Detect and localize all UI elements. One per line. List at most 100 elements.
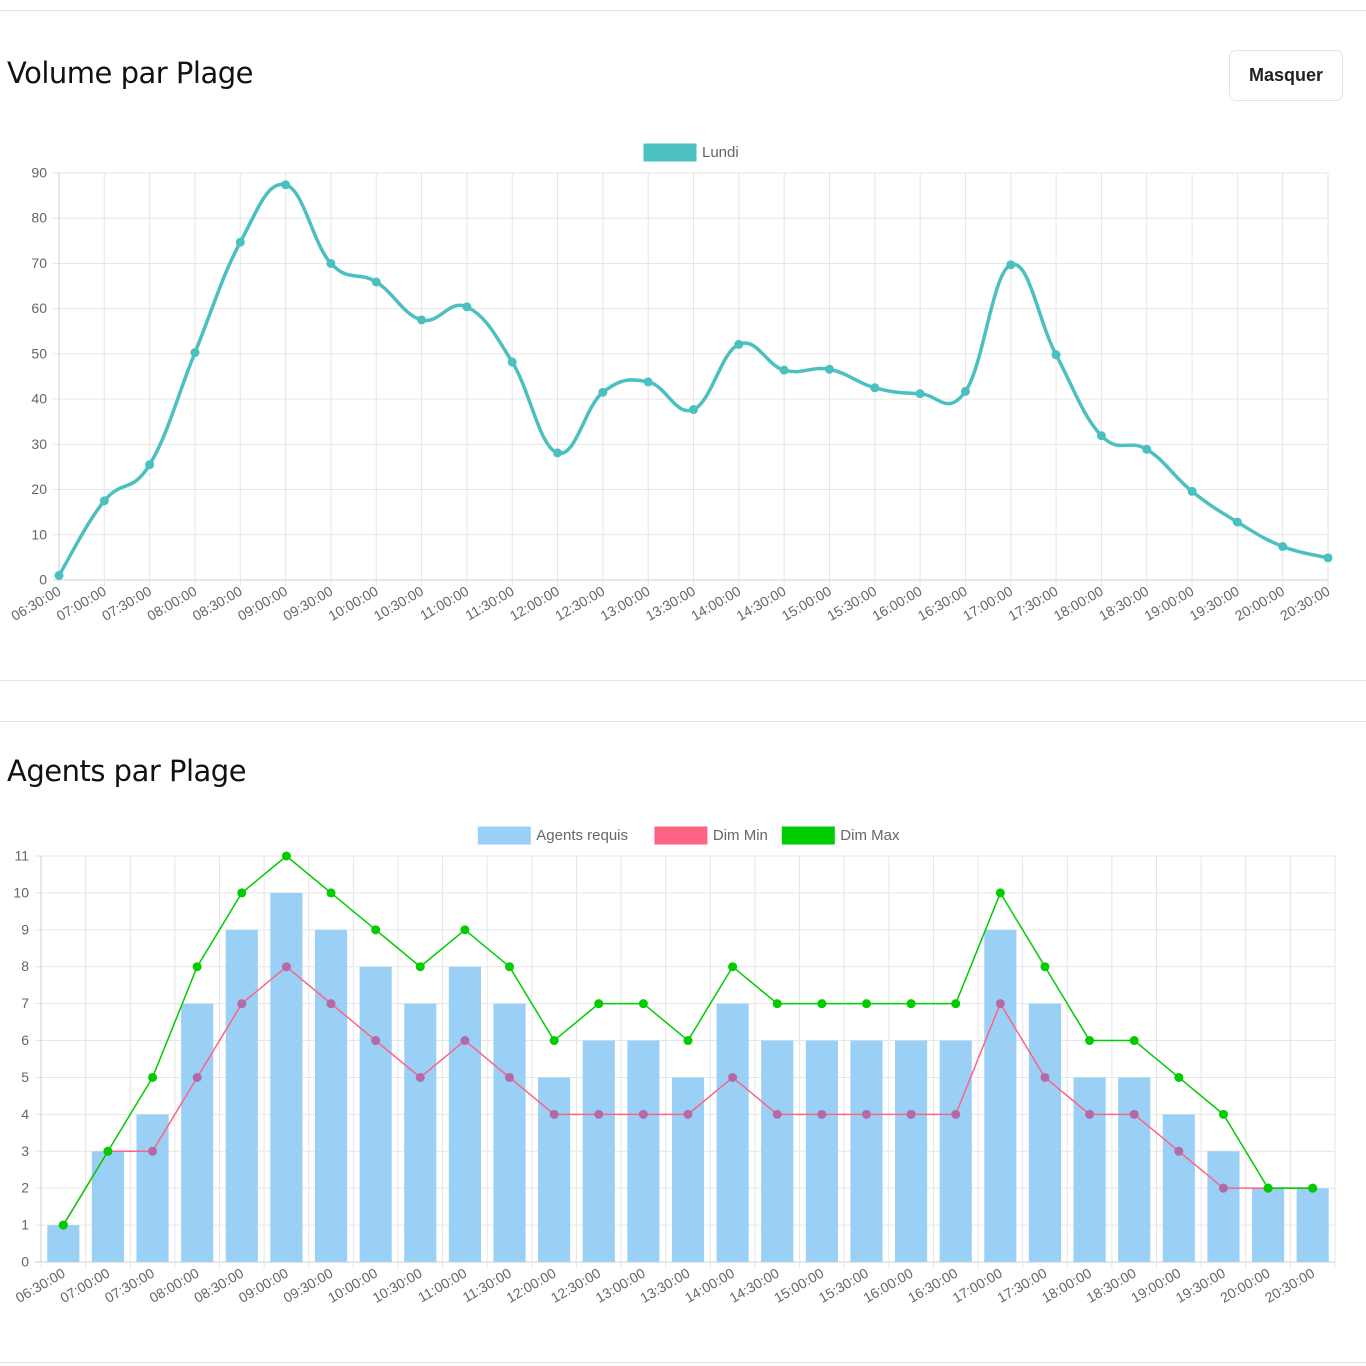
data-point bbox=[103, 1146, 113, 1156]
bar bbox=[270, 892, 303, 1262]
data-point bbox=[1129, 1036, 1139, 1046]
data-point bbox=[190, 348, 200, 358]
y-tick-label: 70 bbox=[31, 255, 47, 271]
x-tick-label: 16:00:00 bbox=[860, 1265, 915, 1306]
data-point bbox=[281, 180, 291, 190]
data-point bbox=[1232, 517, 1242, 527]
y-tick-label: 7 bbox=[21, 995, 29, 1011]
data-point bbox=[371, 277, 381, 287]
bar bbox=[805, 1040, 838, 1262]
data-point bbox=[1085, 1109, 1095, 1119]
x-tick-label: 19:00:00 bbox=[1141, 583, 1196, 624]
data-point bbox=[549, 1109, 559, 1119]
data-point bbox=[1308, 1183, 1318, 1193]
data-point bbox=[1006, 260, 1016, 270]
data-point bbox=[460, 925, 470, 935]
data-point bbox=[371, 925, 381, 935]
x-tick-label: 13:00:00 bbox=[597, 583, 652, 624]
bar bbox=[314, 929, 348, 1262]
data-point bbox=[643, 377, 653, 387]
data-point bbox=[1174, 1072, 1184, 1082]
data-point bbox=[1129, 1109, 1139, 1119]
data-point bbox=[1323, 553, 1333, 563]
x-tick-label: 11:30:00 bbox=[460, 1265, 514, 1306]
x-tick-label: 07:00:00 bbox=[54, 583, 109, 624]
legend-label: Lundi bbox=[702, 144, 739, 161]
data-point bbox=[281, 851, 291, 861]
y-tick-label: 5 bbox=[21, 1069, 29, 1085]
x-tick-label: 11:00:00 bbox=[417, 583, 471, 624]
data-point bbox=[99, 496, 109, 506]
x-tick-label: 10:30:00 bbox=[370, 1265, 425, 1306]
x-tick-label: 19:30:00 bbox=[1173, 1265, 1228, 1306]
x-tick-label: 09:30:00 bbox=[280, 1265, 335, 1306]
data-point bbox=[1142, 444, 1152, 454]
data-point bbox=[1096, 431, 1106, 441]
bar bbox=[1207, 1151, 1240, 1262]
data-point bbox=[906, 1109, 916, 1119]
data-point bbox=[326, 888, 336, 898]
y-tick-label: 2 bbox=[21, 1180, 29, 1196]
bar bbox=[850, 1040, 883, 1262]
x-tick-label: 14:30:00 bbox=[733, 583, 788, 624]
x-tick-label: 16:30:00 bbox=[915, 583, 970, 624]
data-point bbox=[1218, 1109, 1228, 1119]
data-point bbox=[507, 357, 517, 367]
bar bbox=[47, 1225, 80, 1262]
x-tick-label: 18:30:00 bbox=[1096, 583, 1151, 624]
data-point bbox=[237, 888, 247, 898]
y-tick-label: 40 bbox=[31, 391, 47, 407]
y-tick-label: 90 bbox=[31, 165, 47, 181]
data-point bbox=[1187, 486, 1197, 496]
bar bbox=[448, 966, 481, 1262]
bar bbox=[716, 1003, 749, 1262]
y-tick-label: 50 bbox=[31, 345, 47, 361]
top-divider bbox=[0, 10, 1366, 11]
bar bbox=[359, 966, 392, 1262]
data-point bbox=[505, 1072, 515, 1082]
x-tick-label: 06:30:00 bbox=[8, 583, 63, 624]
x-tick-label: 17:30:00 bbox=[1005, 583, 1060, 624]
data-point bbox=[505, 962, 515, 972]
data-point bbox=[1085, 1036, 1095, 1046]
bar bbox=[627, 1040, 660, 1262]
x-tick-label: 07:30:00 bbox=[99, 583, 154, 624]
data-point bbox=[817, 1109, 827, 1119]
data-point bbox=[951, 1109, 961, 1119]
legend-label: Dim Min bbox=[713, 827, 768, 844]
data-point bbox=[824, 364, 834, 374]
y-tick-label: 6 bbox=[21, 1032, 29, 1048]
data-point bbox=[460, 1036, 470, 1046]
x-tick-label: 09:30:00 bbox=[280, 583, 335, 624]
x-tick-label: 08:30:00 bbox=[191, 1265, 246, 1306]
x-tick-label: 17:30:00 bbox=[994, 1265, 1049, 1306]
data-point bbox=[1278, 542, 1288, 552]
data-point bbox=[415, 1072, 425, 1082]
agents-chart: 0123456789101106:30:0007:00:0007:30:0008… bbox=[13, 826, 1336, 1306]
bar bbox=[1118, 1077, 1151, 1262]
data-point bbox=[462, 302, 472, 312]
hide-button[interactable]: Masquer bbox=[1229, 50, 1343, 101]
x-tick-label: 08:00:00 bbox=[144, 583, 199, 624]
data-point bbox=[960, 386, 970, 396]
bar bbox=[538, 1077, 571, 1262]
x-tick-label: 07:30:00 bbox=[102, 1265, 157, 1306]
data-point bbox=[237, 999, 247, 1009]
x-tick-label: 10:00:00 bbox=[326, 583, 381, 624]
x-tick-label: 17:00:00 bbox=[950, 1265, 1005, 1306]
x-tick-label: 14:30:00 bbox=[727, 1265, 782, 1306]
data-point bbox=[594, 999, 604, 1009]
x-tick-label: 10:00:00 bbox=[325, 1265, 380, 1306]
x-tick-label: 18:00:00 bbox=[1039, 1265, 1094, 1306]
data-point bbox=[1218, 1183, 1228, 1193]
data-point bbox=[371, 1036, 381, 1046]
data-point bbox=[326, 999, 336, 1009]
x-tick-label: 20:30:00 bbox=[1262, 1265, 1317, 1306]
data-point bbox=[861, 1109, 871, 1119]
x-tick-label: 16:30:00 bbox=[905, 1265, 960, 1306]
data-point bbox=[598, 387, 608, 397]
x-tick-label: 11:00:00 bbox=[415, 1265, 469, 1306]
legend-swatch bbox=[654, 826, 708, 845]
series-line bbox=[57, 182, 1329, 577]
x-tick-label: 09:00:00 bbox=[235, 583, 290, 624]
